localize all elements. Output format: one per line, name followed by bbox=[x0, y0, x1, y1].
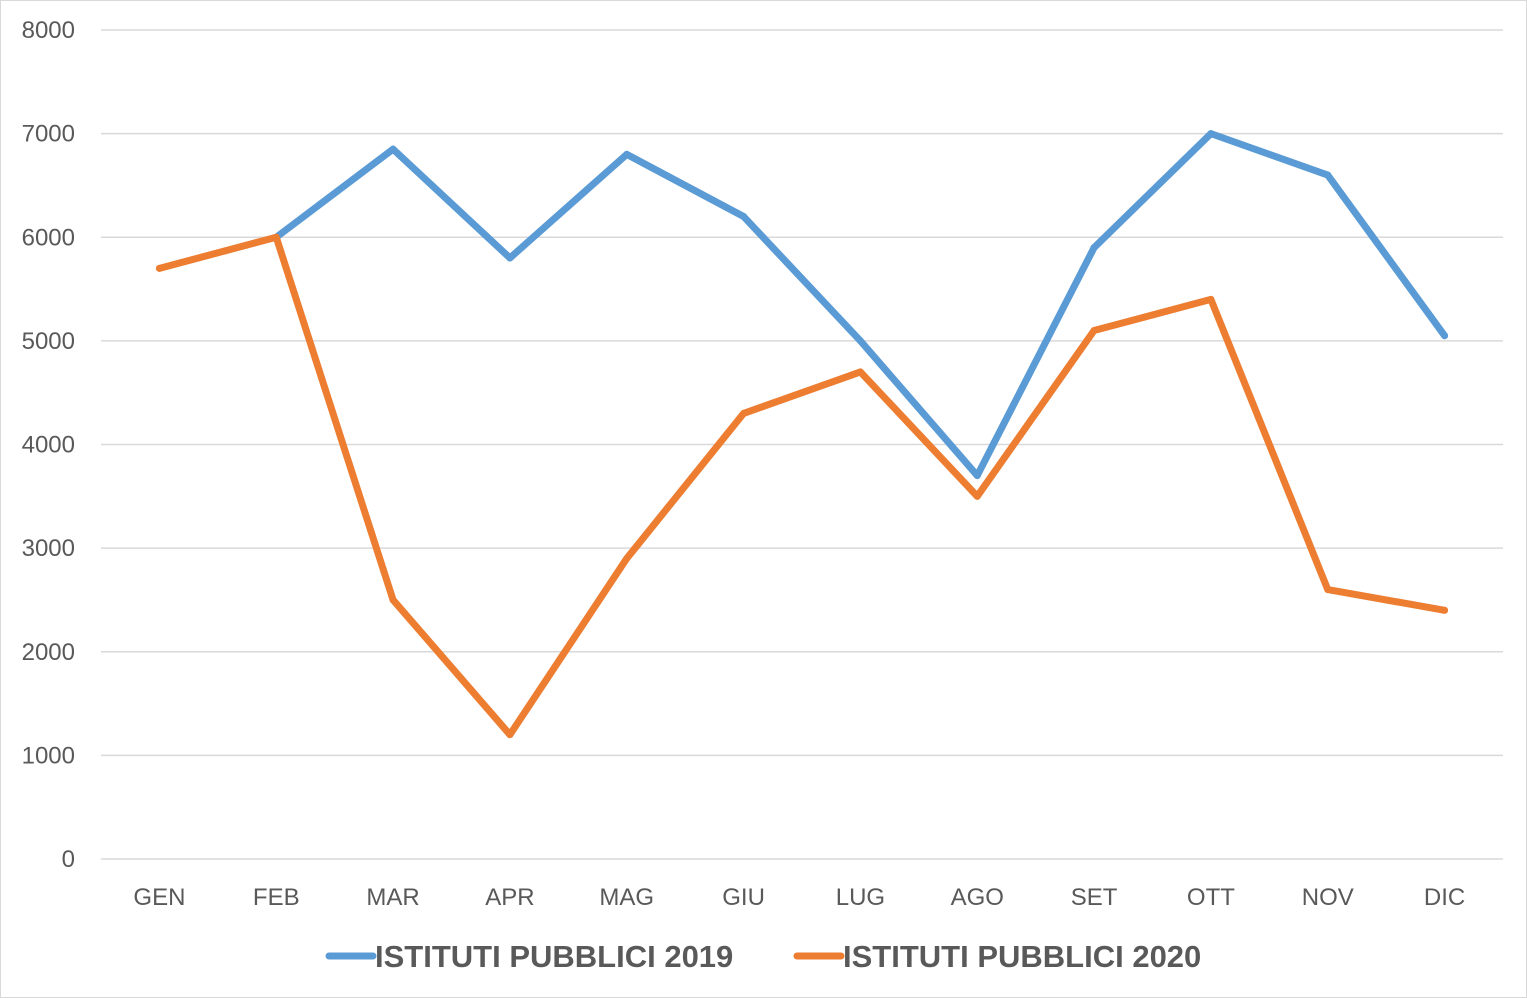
x-tick-label: LUG bbox=[836, 884, 885, 911]
y-tick-label: 8000 bbox=[22, 17, 75, 44]
data-point bbox=[856, 337, 864, 345]
data-point bbox=[623, 150, 631, 158]
x-axis-ticks: GEN FEB MAR APR MAG GIU LUG AGO SET OTT NOV DIC bbox=[133, 884, 1465, 911]
data-point bbox=[1207, 130, 1215, 138]
x-tick-label: APR bbox=[485, 884, 534, 911]
x-tick-label: OTT bbox=[1187, 884, 1235, 911]
legend-item: ISTITUTI PUBBLICI 2020 bbox=[793, 939, 1201, 974]
legend-item: ISTITUTI PUBBLICI 2019 bbox=[325, 939, 733, 974]
data-point bbox=[389, 145, 397, 153]
series-line bbox=[155, 233, 1449, 739]
y-tick-label: 2000 bbox=[22, 639, 75, 666]
y-tick-label: 4000 bbox=[22, 432, 75, 459]
data-point bbox=[1441, 332, 1449, 340]
data-point bbox=[1441, 606, 1449, 614]
x-tick-label: FEB bbox=[253, 884, 300, 911]
legend-label: ISTITUTI PUBBLICI 2020 bbox=[843, 939, 1201, 974]
x-tick-label: AGO bbox=[951, 884, 1004, 911]
data-point bbox=[1207, 295, 1215, 303]
data-point bbox=[740, 409, 748, 417]
data-point bbox=[740, 213, 748, 221]
y-tick-label: 3000 bbox=[22, 535, 75, 562]
x-tick-label: SET bbox=[1071, 884, 1118, 911]
gridlines bbox=[101, 29, 1503, 860]
series-lines bbox=[155, 130, 1449, 739]
x-tick-label: DIC bbox=[1424, 884, 1465, 911]
data-point bbox=[973, 492, 981, 500]
data-point bbox=[389, 596, 397, 604]
x-tick-label: GIU bbox=[722, 884, 765, 911]
series-2 bbox=[155, 233, 1449, 739]
legend: ISTITUTI PUBBLICI 2019 ISTITUTI PUBBLICI … bbox=[325, 939, 1201, 974]
y-tick-label: 0 bbox=[62, 846, 75, 873]
data-point bbox=[1090, 327, 1098, 335]
data-point bbox=[856, 368, 864, 376]
data-point bbox=[506, 731, 514, 739]
legend-label: ISTITUTI PUBBLICI 2019 bbox=[375, 939, 733, 974]
data-point bbox=[1090, 244, 1098, 252]
data-point bbox=[623, 554, 631, 562]
data-point bbox=[1324, 586, 1332, 594]
data-point bbox=[506, 254, 514, 262]
y-axis-ticks: 0 1000 2000 3000 4000 5000 6000 7000 8000 bbox=[22, 17, 75, 873]
x-tick-label: GEN bbox=[133, 884, 185, 911]
data-point bbox=[973, 472, 981, 480]
x-tick-label: MAG bbox=[599, 884, 654, 911]
y-tick-label: 1000 bbox=[22, 742, 75, 769]
series-1 bbox=[272, 130, 1449, 480]
y-tick-label: 7000 bbox=[22, 121, 75, 148]
y-tick-label: 5000 bbox=[22, 328, 75, 355]
data-point bbox=[155, 264, 163, 272]
data-point bbox=[1324, 171, 1332, 179]
data-point bbox=[272, 233, 280, 241]
x-tick-label: MAR bbox=[366, 884, 419, 911]
y-tick-label: 6000 bbox=[22, 224, 75, 251]
series-line bbox=[272, 130, 1449, 480]
x-tick-label: NOV bbox=[1302, 884, 1354, 911]
